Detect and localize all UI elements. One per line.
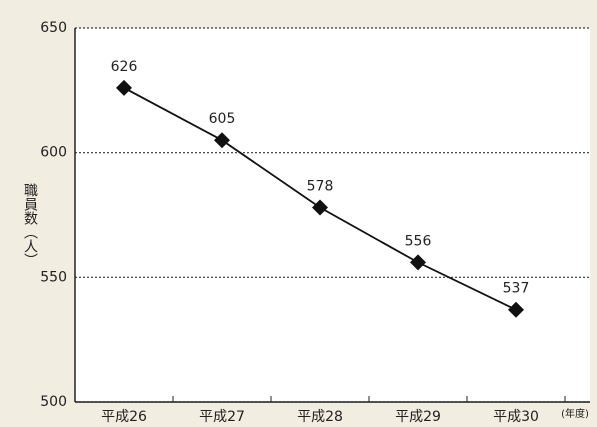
- x-tick-label: 平成27: [199, 409, 245, 425]
- marker: [312, 199, 328, 216]
- y-tick-label: 600: [40, 145, 67, 161]
- x-tick-label: 平成30: [493, 409, 539, 425]
- x-tick-label: 平成28: [297, 409, 343, 425]
- x-tick-label: 平成26: [101, 409, 147, 425]
- y-tick-label: 550: [40, 269, 67, 285]
- data-label: 556: [405, 233, 432, 249]
- marker: [410, 254, 426, 271]
- data-label: 578: [307, 179, 334, 195]
- data-label: 605: [209, 111, 236, 127]
- y-axis-label: 職員数（人）: [22, 183, 38, 267]
- marker: [508, 301, 524, 318]
- y-tick-label: 650: [40, 20, 67, 36]
- y-tick-label: 500: [40, 394, 67, 410]
- data-label: 537: [503, 281, 530, 297]
- marker: [116, 79, 132, 96]
- marker: [214, 132, 230, 149]
- x-tick-label: 平成29: [395, 409, 441, 425]
- x-unit-label: (年度): [561, 407, 589, 420]
- data-label: 626: [111, 59, 138, 75]
